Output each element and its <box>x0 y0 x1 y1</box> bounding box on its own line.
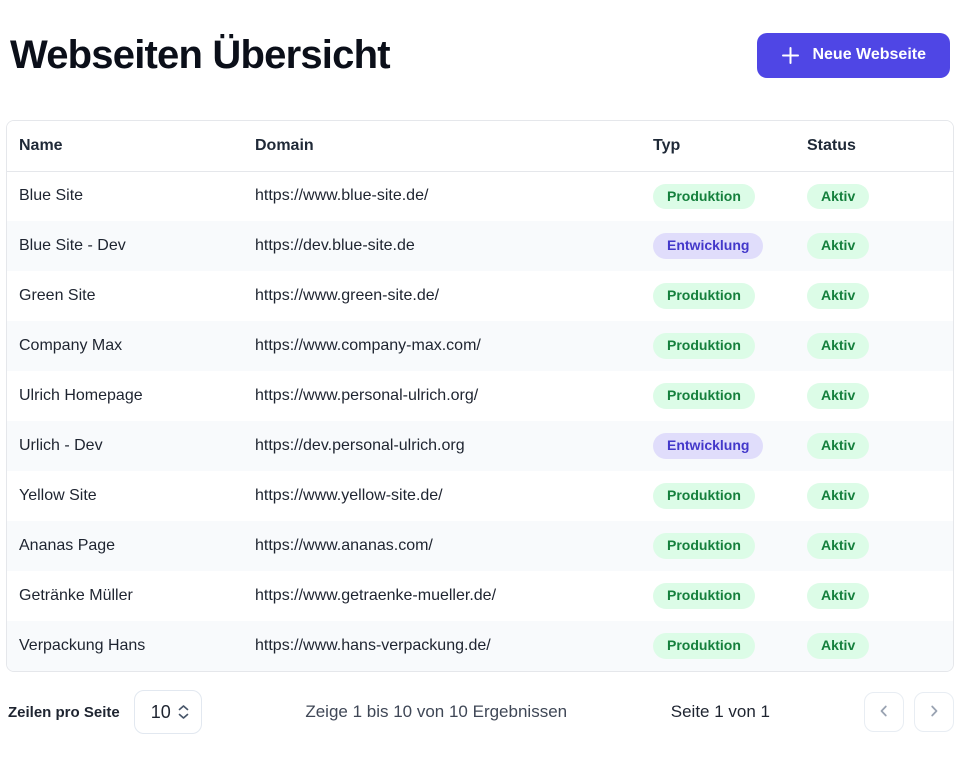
typ-badge: Produktion <box>653 333 755 359</box>
table-body: Blue Site https://www.blue-site.de/ Prod… <box>7 171 953 671</box>
website-name: Getränke Müller <box>19 587 133 604</box>
website-name: Verpackung Hans <box>19 637 146 654</box>
table-row[interactable]: Blue Site https://www.blue-site.de/ Prod… <box>7 171 953 221</box>
status-badge: Aktiv <box>807 233 870 259</box>
website-domain: https://www.ananas.com/ <box>255 537 433 554</box>
websites-table: Name Domain Typ Status Blue Site https:/… <box>7 121 953 671</box>
website-name: Green Site <box>19 287 96 304</box>
typ-badge: Produktion <box>653 583 755 609</box>
plus-icon <box>781 46 800 65</box>
website-domain: https://www.green-site.de/ <box>255 287 440 304</box>
website-domain: https://www.getraenke-mueller.de/ <box>255 587 497 604</box>
column-header-domain: Domain <box>243 121 641 172</box>
page: Webseiten Übersicht Neue Webseite Name D… <box>6 24 954 735</box>
website-domain: https://www.blue-site.de/ <box>255 187 429 205</box>
new-website-button-label: Neue Webseite <box>812 46 926 63</box>
website-name: Yellow Site <box>19 487 97 504</box>
typ-badge: Produktion <box>653 183 755 209</box>
typ-badge: Produktion <box>653 483 755 509</box>
status-badge: Aktiv <box>807 633 870 659</box>
status-badge: Aktiv <box>807 583 870 609</box>
website-domain: https://dev.personal-ulrich.org <box>255 437 465 454</box>
table-row[interactable]: Company Max https://www.company-max.com/… <box>7 321 953 371</box>
column-header-name: Name <box>7 121 243 172</box>
rows-per-page-label: Zeilen pro Seite <box>8 703 120 721</box>
table-row[interactable]: Ulrich Homepage https://www.personal-ulr… <box>7 371 953 421</box>
website-domain: https://www.company-max.com/ <box>255 337 481 354</box>
topbar: Webseiten Übersicht Neue Webseite <box>6 24 954 86</box>
table-row[interactable]: Green Site https://www.green-site.de/ Pr… <box>7 271 953 321</box>
website-name: Blue Site <box>19 187 84 205</box>
results-summary: Zeige 1 bis 10 von 10 Ergebnissen <box>305 702 568 721</box>
pagination-footer: Zeilen pro Seite 10 Zeige 1 bis 10 von 1… <box>6 689 954 735</box>
table-row[interactable]: Getränke Müller https://www.getraenke-mu… <box>7 571 953 621</box>
website-domain: https://www.hans-verpackung.de/ <box>255 637 491 654</box>
table-row[interactable]: Yellow Site https://www.yellow-site.de/ … <box>7 471 953 521</box>
column-header-status: Status <box>795 121 953 172</box>
status-badge: Aktiv <box>807 283 870 309</box>
typ-badge: Entwicklung <box>653 233 764 259</box>
typ-badge: Produktion <box>653 633 755 659</box>
status-badge: Aktiv <box>807 383 870 409</box>
new-website-button[interactable]: Neue Webseite <box>757 32 950 78</box>
chevron-right-icon <box>927 704 941 721</box>
websites-table-card: Name Domain Typ Status Blue Site https:/… <box>6 120 954 672</box>
website-name: Ananas Page <box>19 537 116 554</box>
page-size-value: 10 <box>150 701 171 722</box>
status-badge: Aktiv <box>807 433 870 459</box>
next-page-button[interactable] <box>914 692 954 732</box>
typ-badge: Produktion <box>653 533 755 559</box>
website-domain: https://www.yellow-site.de/ <box>255 487 443 504</box>
status-badge: Aktiv <box>807 533 870 559</box>
table-row[interactable]: Ananas Page https://www.ananas.com/ Prod… <box>7 521 953 571</box>
page-indicator: Seite 1 von 1 <box>670 702 770 721</box>
table-row[interactable]: Urlich - Dev https://dev.personal-ulrich… <box>7 421 953 471</box>
website-name: Blue Site - Dev <box>19 237 126 254</box>
table-row[interactable]: Verpackung Hans https://www.hans-verpack… <box>7 621 953 671</box>
website-name: Company Max <box>19 337 123 354</box>
page-size-select[interactable]: 10 <box>133 690 202 734</box>
rows-per-page: Zeilen pro Seite 10 <box>8 690 202 734</box>
website-name: Urlich - Dev <box>19 437 103 454</box>
previous-page-button[interactable] <box>864 692 904 732</box>
table-header: Name Domain Typ Status <box>7 121 953 172</box>
typ-badge: Produktion <box>653 283 755 309</box>
select-updown-icon <box>178 705 189 719</box>
status-badge: Aktiv <box>807 333 870 359</box>
page-title: Webseiten Übersicht <box>10 32 391 77</box>
website-domain: https://dev.blue-site.de <box>255 237 415 254</box>
typ-badge: Entwicklung <box>653 433 764 459</box>
website-domain: https://www.personal-ulrich.org/ <box>255 387 479 404</box>
table-row[interactable]: Blue Site - Dev https://dev.blue-site.de… <box>7 221 953 271</box>
status-badge: Aktiv <box>807 183 870 209</box>
pager <box>864 692 954 732</box>
chevron-left-icon <box>877 704 891 721</box>
website-name: Ulrich Homepage <box>19 387 143 404</box>
typ-badge: Produktion <box>653 383 755 409</box>
column-header-typ: Typ <box>641 121 795 172</box>
status-badge: Aktiv <box>807 483 870 509</box>
